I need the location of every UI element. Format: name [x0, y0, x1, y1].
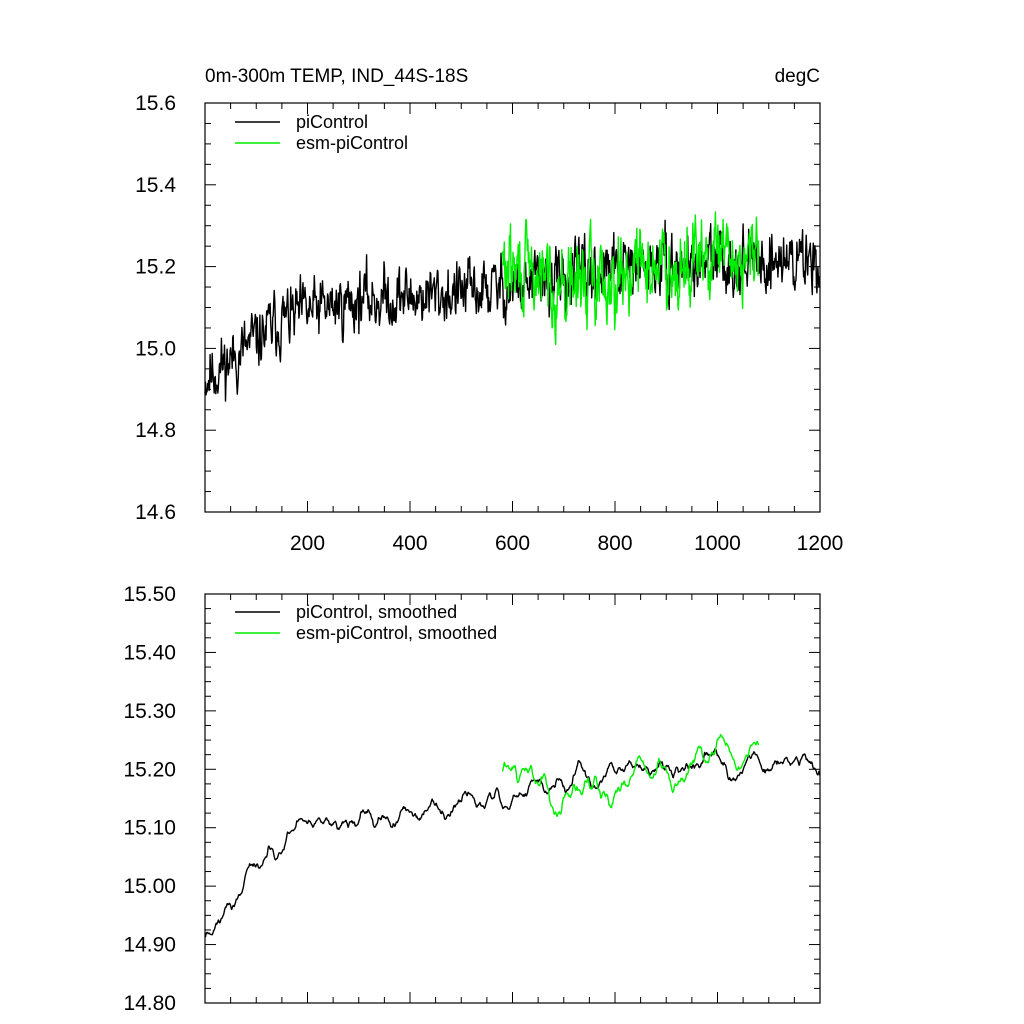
axis-layer: 14.80 14.90 15.00 15.10 15.20 15.30 15.40 15.50: [123, 583, 821, 1015]
y-tick-label: 15.40: [123, 641, 176, 664]
legend-label-esm-picontrol-smoothed: esm-piControl, smoothed: [296, 623, 497, 643]
bottom-chart-panel: 14.80 14.90 15.00 15.10 15.20 15.30 15.40 15.50…: [123, 583, 821, 1015]
y-tick-label: 15.50: [123, 583, 176, 606]
x-tick-label: 800: [597, 532, 632, 555]
y-tick-label: 14.6: [135, 501, 176, 524]
x-tick-label: 1200: [797, 532, 844, 555]
legend: piControl, smoothed esm-piControl, smoot…: [235, 602, 497, 643]
y-tick-label: 15.0: [135, 337, 176, 360]
legend-label-picontrol: piControl: [296, 112, 368, 132]
y-tick-label: 15.00: [123, 875, 176, 898]
x-tick-label: 200: [290, 532, 325, 555]
series-line-picontrol: [204, 219, 821, 402]
y-tick-label: 15.20: [123, 758, 176, 781]
legend-label-picontrol-smoothed: piControl, smoothed: [296, 602, 457, 622]
series-line-picontrol-smoothed: [204, 748, 821, 938]
y-tick-label: 14.80: [123, 992, 176, 1015]
legend: piControl esm-piControl: [235, 112, 408, 153]
y-tick-label: 15.30: [123, 700, 176, 723]
y-tick-label: 15.2: [135, 256, 176, 279]
chart-title: 0m-300m TEMP, IND_44S-18S: [205, 66, 468, 87]
legend-label-esm-picontrol: esm-piControl: [296, 133, 408, 153]
plot-frame: [204, 102, 821, 513]
y-tick-label: 15.10: [123, 817, 176, 840]
x-tick-label: 600: [495, 532, 530, 555]
y-tick-label: 14.90: [123, 934, 176, 957]
x-tick-label: 1000: [694, 532, 741, 555]
y-tick-label: 15.6: [135, 92, 176, 115]
series-line-esm-picontrol-smoothed: [501, 733, 760, 817]
units-label: degC: [775, 66, 820, 87]
x-tick-label: 400: [392, 532, 427, 555]
top-chart-panel: 0m-300m TEMP, IND_44S-18S degC 200 400 600…: [135, 66, 843, 555]
series-layer: [204, 733, 821, 938]
series-line-esm-picontrol: [501, 211, 760, 346]
y-tick-label: 14.8: [135, 419, 176, 442]
axis-layer: 200 400 600 800 1000 1200 14.6 14.8 15.0 15.2 15.4…: [135, 92, 843, 555]
y-tick-label: 15.4: [135, 174, 176, 197]
series-layer: [204, 211, 821, 402]
